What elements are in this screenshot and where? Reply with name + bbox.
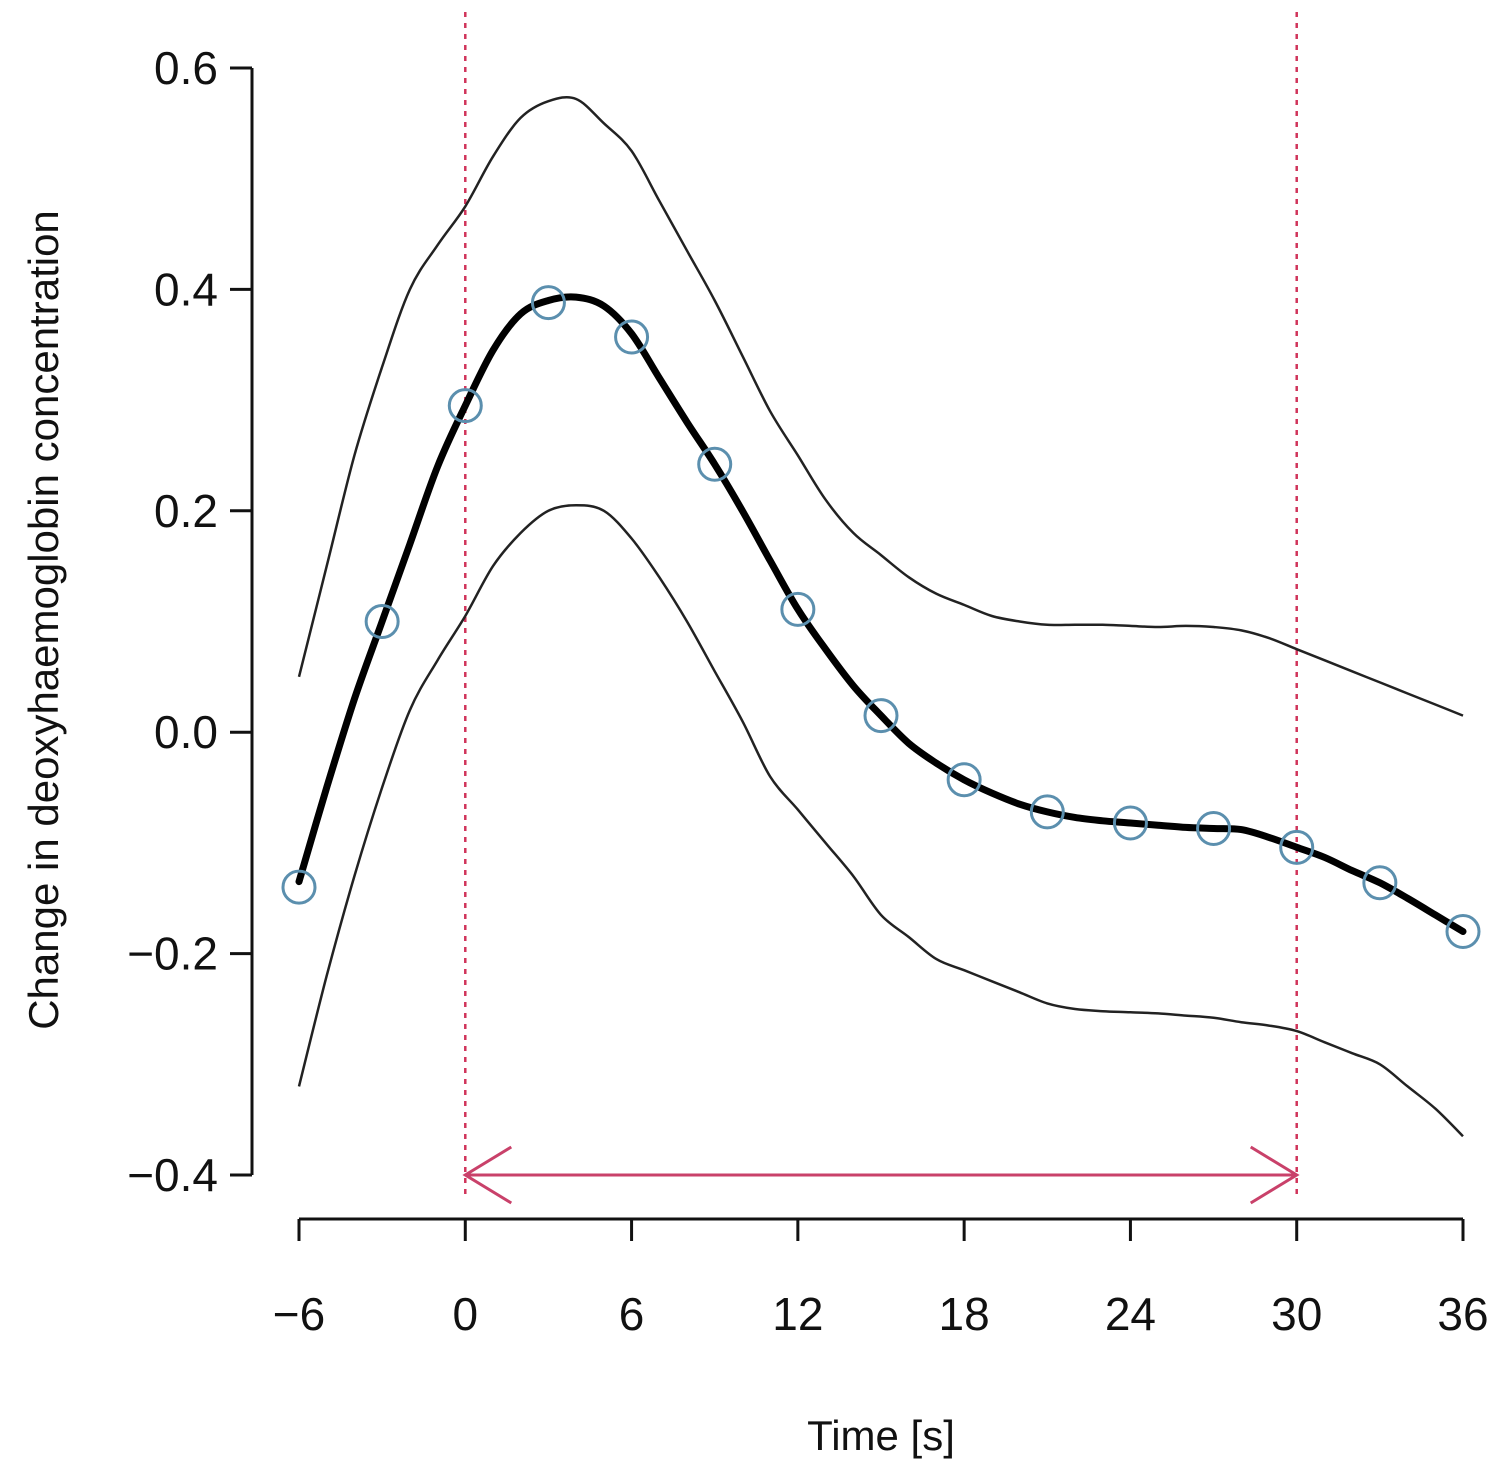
y-tick-label: −0.4 <box>127 1149 218 1201</box>
duration-arrow <box>462 1145 1300 1205</box>
data-point <box>780 591 816 627</box>
fit-line <box>295 293 1467 935</box>
lower-bound-line <box>297 504 1464 1138</box>
x-axis: −6 0 6 12 18 24 30 36 <box>273 1217 1489 1340</box>
y-axis-title: Change in deoxyhaemoglobin concentration <box>20 210 67 1030</box>
data-point <box>1196 811 1232 847</box>
x-tick-label: 6 <box>619 1288 645 1340</box>
data-point <box>1112 805 1148 841</box>
arrow-head-left <box>462 1145 513 1205</box>
x-axis-title: Time [s] <box>807 1412 955 1459</box>
data-point <box>281 869 317 905</box>
data-point <box>697 446 733 482</box>
data-point <box>946 762 982 798</box>
x-tick-label: 18 <box>939 1288 990 1340</box>
data-point <box>447 388 483 424</box>
data-point <box>1029 794 1065 830</box>
x-tick-label: 12 <box>772 1288 823 1340</box>
y-axis: 0.6 0.4 0.2 0.0 −0.2 −0.4 <box>127 42 254 1201</box>
confidence-bounds <box>297 96 1464 1138</box>
data-point <box>1362 865 1398 901</box>
data-point <box>1279 829 1315 865</box>
data-points <box>281 285 1481 949</box>
fit-line-group <box>295 293 1467 935</box>
arrow-head-right <box>1249 1145 1300 1205</box>
y-tick-label: 0.2 <box>154 485 218 537</box>
vertical-reference-lines <box>464 12 1298 1195</box>
upper-bound-line <box>297 96 1464 717</box>
y-tick-label: 0.4 <box>154 263 218 315</box>
y-tick-label: −0.2 <box>127 928 218 980</box>
x-tick-label: 30 <box>1271 1288 1322 1340</box>
data-point <box>1445 913 1481 949</box>
y-tick-label: 0.0 <box>154 706 218 758</box>
data-point <box>614 319 650 355</box>
y-tick-label: 0.6 <box>154 42 218 94</box>
x-tick-label: 24 <box>1105 1288 1156 1340</box>
x-tick-label: 0 <box>452 1288 478 1340</box>
x-tick-label: −6 <box>273 1288 325 1340</box>
x-tick-label: 36 <box>1437 1288 1488 1340</box>
data-point <box>364 604 400 639</box>
data-point <box>530 285 566 321</box>
data-point <box>863 698 899 734</box>
